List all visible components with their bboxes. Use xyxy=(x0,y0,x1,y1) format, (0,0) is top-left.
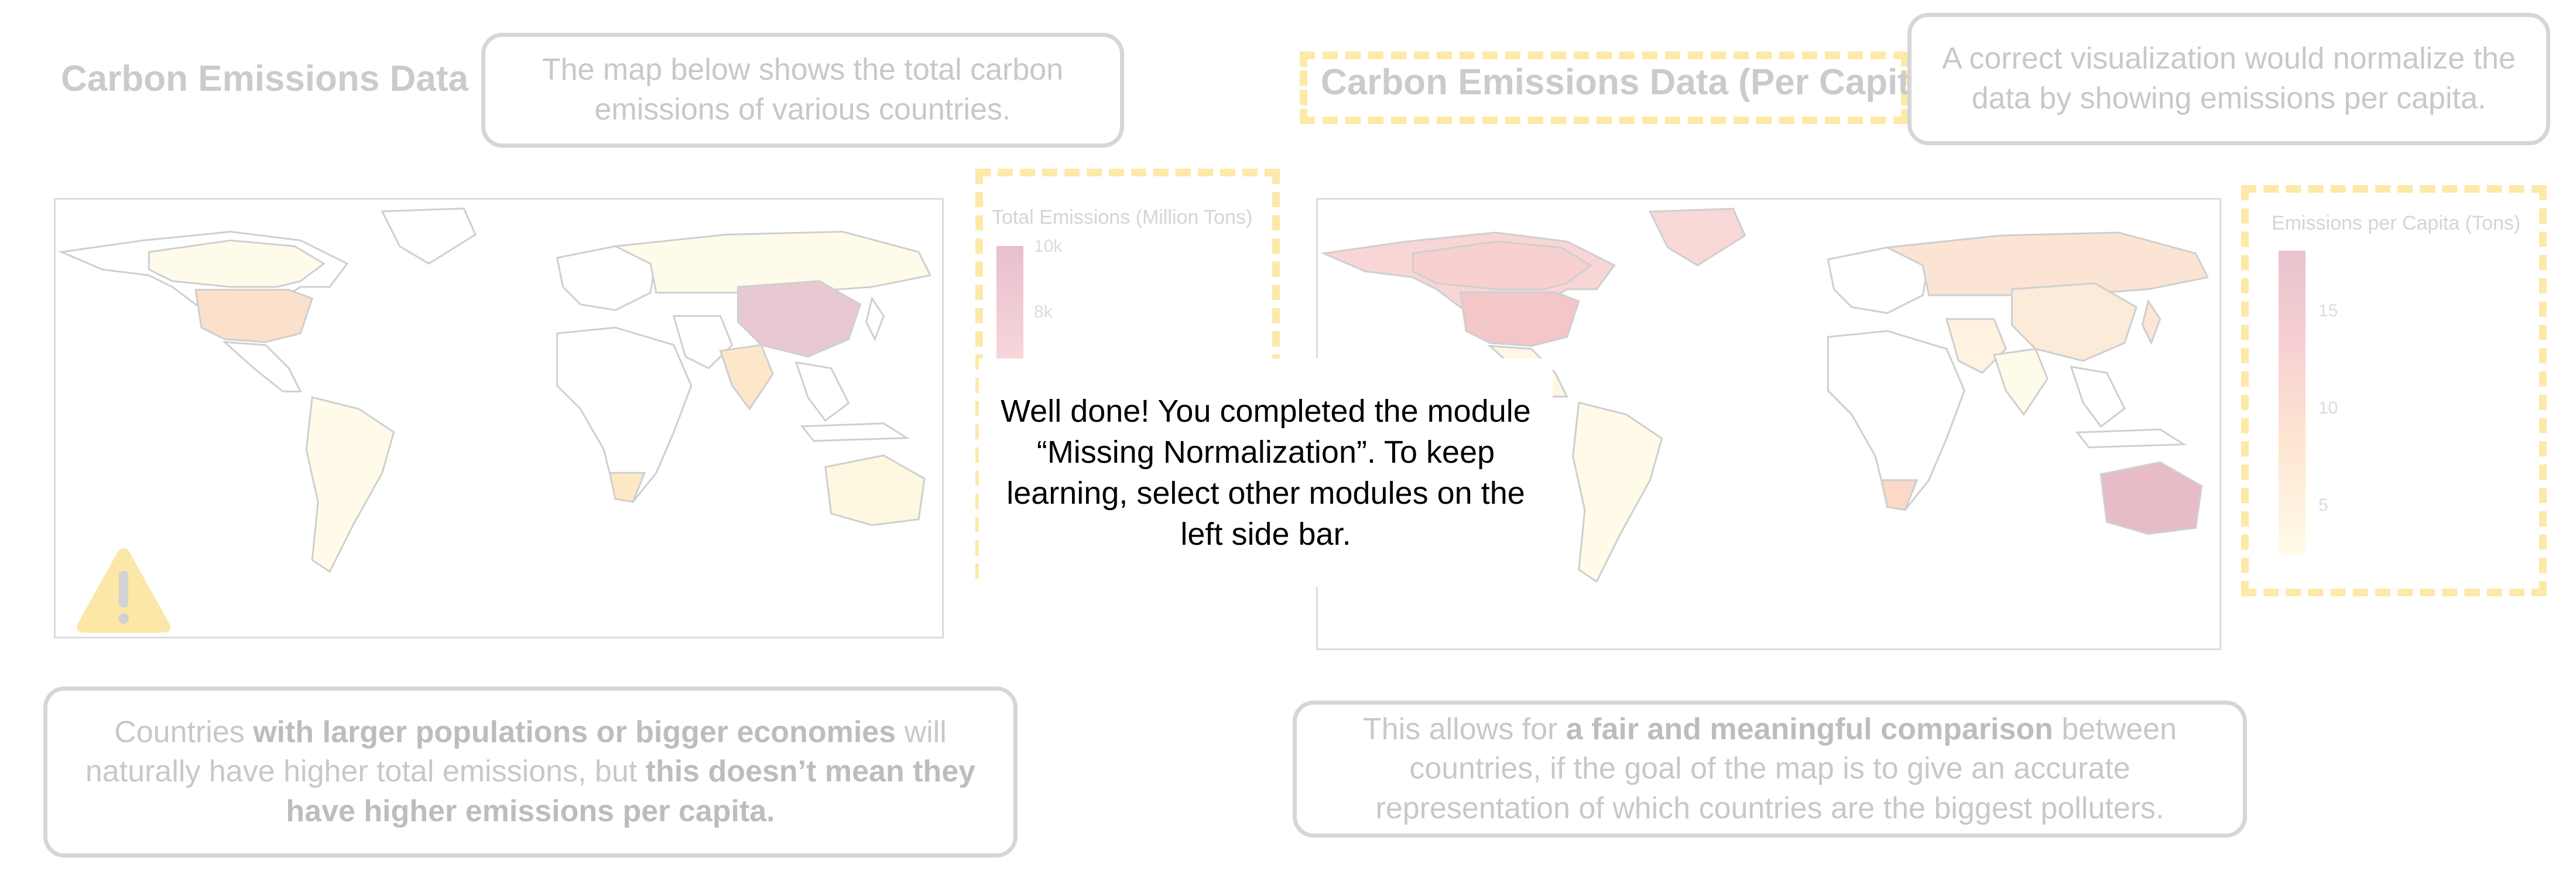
se-asia-shape xyxy=(794,361,850,422)
right-legend-box xyxy=(2241,185,2547,596)
left-bottom-bold-2: this doesn’t mean they have higher emiss… xyxy=(286,754,976,828)
japan-shape xyxy=(865,296,885,341)
completion-message-text: Well done! You completed the module “Mis… xyxy=(1001,393,1531,552)
left-legend-tick-8k: 8k xyxy=(1034,302,1053,322)
middle-east-shape xyxy=(672,315,734,370)
left-bottom-bold-1: with larger populations or bigger econom… xyxy=(253,715,896,749)
right-legend-tick-5: 5 xyxy=(2318,496,2328,515)
total-emissions-map xyxy=(54,198,944,638)
usa-shape xyxy=(194,289,314,343)
japan-shape xyxy=(2141,299,2161,346)
left-legend-title: Total Emissions (Million Tons) xyxy=(992,206,1253,228)
china-shape xyxy=(737,280,862,358)
right-bottom-bold-1: a fair and meaningful comparison xyxy=(1566,712,2053,746)
australia-shape xyxy=(824,454,926,527)
left-bottom-text-1: Countries xyxy=(114,715,254,749)
right-legend-bar xyxy=(2279,251,2306,555)
left-title: Carbon Emissions Data xyxy=(61,59,468,99)
right-legend-title: Emissions per Capita (Tons) xyxy=(2272,212,2521,234)
canada-shape xyxy=(1412,240,1592,291)
left-top-callout: The map below shows the total carbon emi… xyxy=(481,33,1124,148)
world-map-per-capita xyxy=(1320,207,2209,583)
world-map-total xyxy=(58,207,932,573)
completion-message: Well done! You completed the module “Mis… xyxy=(979,358,1553,587)
central-america-shape xyxy=(222,341,302,392)
left-bottom-callout: Countries with larger populations or big… xyxy=(43,686,1018,858)
greenland-shape xyxy=(1648,207,1746,267)
right-bottom-callout: This allows for a fair and meaningful co… xyxy=(1293,701,2247,838)
australia-shape xyxy=(2099,461,2203,535)
greenland-shape xyxy=(381,207,477,265)
right-bottom-text-1: This allows for xyxy=(1363,712,1566,746)
right-title: Carbon Emissions Data (Per Capita) xyxy=(1321,62,1943,103)
china-shape xyxy=(2010,282,2137,362)
right-legend-tick-15: 15 xyxy=(2318,301,2338,320)
left-bottom-text-2: will naturally have higher total emissio… xyxy=(85,715,947,789)
right-bottom-text-2: between countries, if the goal of the ma… xyxy=(1375,712,2177,825)
south-america-shape xyxy=(1572,401,1663,583)
left-legend-bar xyxy=(996,246,1023,363)
right-top-callout: A correct visualization would normalize … xyxy=(1907,13,2550,145)
se-asia-shape xyxy=(2070,366,2126,428)
south-africa-shape xyxy=(1880,479,1919,511)
india-shape xyxy=(719,344,774,411)
canada-shape xyxy=(148,239,326,288)
right-title-box xyxy=(1300,52,1909,124)
south-america-shape xyxy=(305,396,395,573)
russia-shape xyxy=(612,231,932,294)
left-legend-tick-10k: 10k xyxy=(1034,237,1063,256)
africa-shape xyxy=(556,326,693,503)
africa-shape xyxy=(1827,330,1965,511)
warning-icon xyxy=(77,548,170,633)
indonesia-shape xyxy=(800,422,910,442)
indonesia-shape xyxy=(2075,428,2187,449)
right-legend-tick-10: 10 xyxy=(2318,398,2338,418)
india-shape xyxy=(1992,347,2049,416)
south-africa-shape xyxy=(608,472,646,503)
russia-shape xyxy=(1884,231,2209,296)
middle-east-shape xyxy=(1945,318,2008,374)
usa-shape xyxy=(1459,291,1580,347)
